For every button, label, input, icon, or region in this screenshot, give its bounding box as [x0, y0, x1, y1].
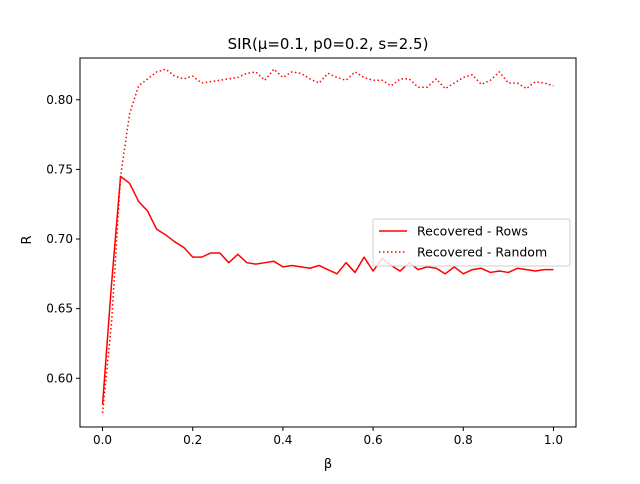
- chart-title: SIR(μ=0.1, p0=0.2, s=2.5): [228, 35, 429, 53]
- series-line-2: [101, 68, 554, 414]
- y-tick-label: 0.70: [46, 232, 73, 246]
- legend-frame: [372, 218, 571, 267]
- x-tick-label: 0.4: [273, 433, 292, 447]
- x-tick-label: 1.0: [544, 433, 563, 447]
- axes-layer: 0.0 0.2 0.4 0.6 0.8 1.0 0.60 0.65 0.70 0.75 0.80: [46, 57, 577, 447]
- y-tick-label: 0.80: [46, 93, 73, 107]
- series-layer: [101, 68, 554, 414]
- y-tick-label: 0.65: [46, 302, 73, 316]
- legend-label-1: Recovered - Rows: [417, 224, 528, 239]
- y-tick-label: 0.60: [46, 371, 73, 385]
- y-tick-label: 0.75: [46, 162, 73, 176]
- x-tick-label: 0.0: [93, 433, 112, 447]
- x-axis-label: β: [324, 457, 332, 472]
- x-tick-label: 0.6: [364, 433, 383, 447]
- plot-frame: [79, 57, 577, 428]
- x-tick-label: 0.2: [183, 433, 202, 447]
- legend-label-2: Recovered - Random: [417, 245, 547, 260]
- series-line-1: [101, 175, 554, 405]
- y-axis-label: R: [20, 235, 35, 244]
- legend: Recovered - Rows Recovered - Random: [372, 218, 571, 267]
- x-tick-label: 0.8: [454, 433, 473, 447]
